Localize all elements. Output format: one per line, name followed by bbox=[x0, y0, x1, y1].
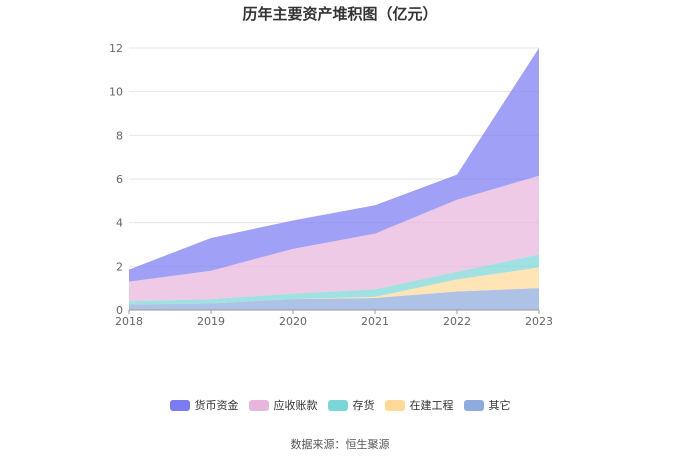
y-tick-label: 2 bbox=[116, 260, 123, 273]
y-tick-label: 10 bbox=[109, 86, 123, 99]
x-tick-label: 2018 bbox=[115, 315, 143, 328]
legend-label: 应收账款 bbox=[273, 399, 318, 412]
y-tick-label: 6 bbox=[116, 173, 123, 186]
y-tick-label: 0 bbox=[116, 304, 123, 317]
chart-title: 历年主要资产堆积图（亿元） bbox=[242, 5, 438, 23]
area-series-1 bbox=[129, 267, 539, 305]
legend-item[interactable]: 在建工程 bbox=[384, 397, 454, 413]
area-series-2 bbox=[129, 254, 539, 305]
area-series-0 bbox=[129, 288, 539, 310]
legend-item[interactable]: 货币资金 bbox=[169, 397, 239, 413]
y-tick-label: 4 bbox=[116, 217, 123, 230]
x-tick-label: 2019 bbox=[197, 315, 225, 328]
legend-swatch bbox=[384, 399, 405, 411]
y-tick-label: 8 bbox=[116, 129, 123, 142]
x-tick-label: 2022 bbox=[443, 315, 471, 328]
legend-swatch bbox=[169, 399, 190, 411]
x-tick-label: 2020 bbox=[279, 315, 307, 328]
area-series-4 bbox=[129, 48, 539, 282]
chart-legend: 货币资金 应收账款 存货 在建工程 其它 bbox=[0, 397, 680, 413]
legend-label: 其它 bbox=[488, 399, 511, 412]
legend-label: 存货 bbox=[352, 399, 375, 412]
y-tick-label: 12 bbox=[109, 42, 123, 55]
area-series-3 bbox=[129, 175, 539, 302]
legend-item[interactable]: 其它 bbox=[463, 397, 511, 413]
data-source-note: 数据来源：恒生聚源 bbox=[290, 438, 390, 451]
x-tick-label: 2021 bbox=[361, 315, 389, 328]
legend-label: 在建工程 bbox=[409, 399, 454, 412]
x-tick-label: 2023 bbox=[525, 315, 553, 328]
legend-label: 货币资金 bbox=[194, 399, 239, 412]
legend-item[interactable]: 应收账款 bbox=[248, 397, 318, 413]
legend-item[interactable]: 存货 bbox=[327, 397, 375, 413]
legend-swatch bbox=[463, 399, 484, 411]
legend-swatch bbox=[327, 399, 348, 411]
legend-swatch bbox=[248, 399, 269, 411]
